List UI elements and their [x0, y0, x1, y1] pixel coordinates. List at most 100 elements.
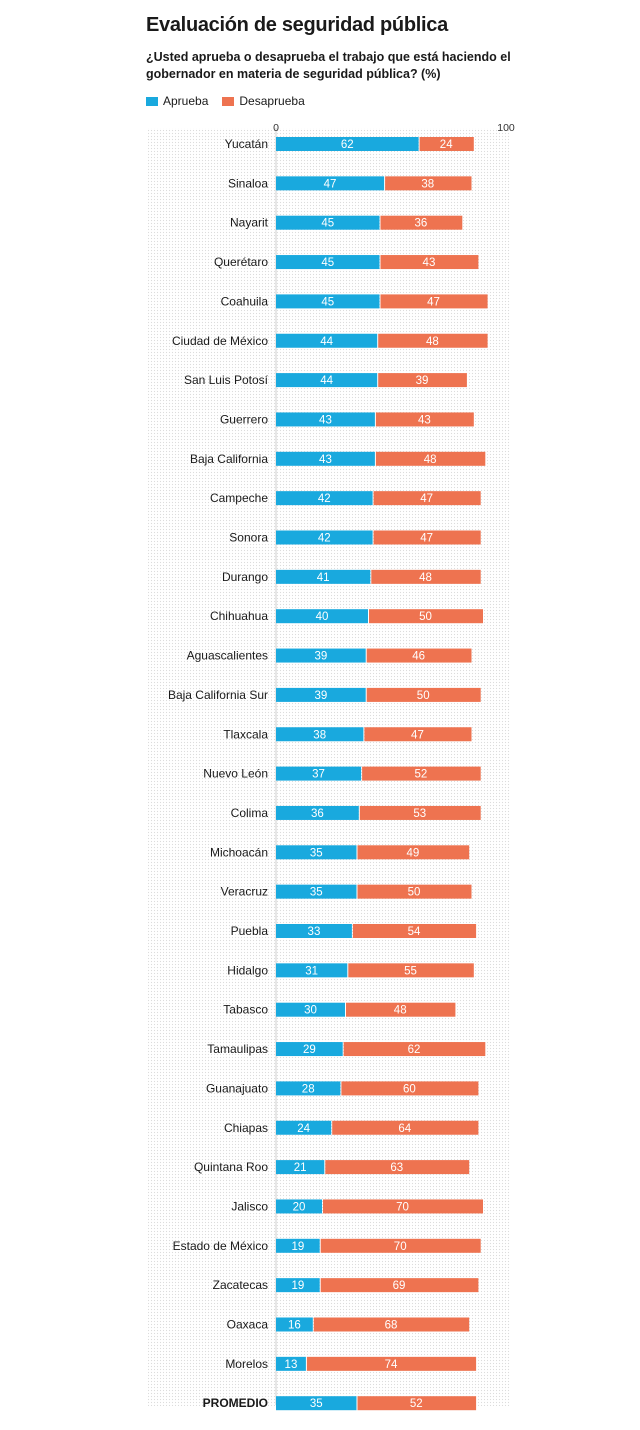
bar-desaprueba	[380, 294, 488, 309]
bar-desaprueba	[373, 491, 481, 506]
category-label: Querétaro	[214, 255, 268, 269]
value-label-desaprueba: 24	[440, 139, 453, 151]
chart-subtitle: ¿Usted aprueba o desaprueba el trabajo q…	[146, 50, 511, 81]
value-label-aprueba: 35	[310, 1398, 323, 1410]
bar-desaprueba	[348, 963, 474, 978]
legend-item-desaprueba: Desaprueba	[222, 94, 305, 108]
value-label-aprueba: 36	[311, 808, 324, 820]
category-label: Guerrero	[220, 412, 268, 426]
value-label-desaprueba: 68	[385, 1320, 398, 1332]
bar-row-baja-california-sur: Baja California Sur 39 50	[168, 687, 481, 702]
value-label-desaprueba: 64	[398, 1123, 411, 1135]
bar-desaprueba	[366, 648, 472, 663]
value-label-desaprueba: 52	[415, 769, 428, 781]
value-label-aprueba: 35	[310, 847, 323, 859]
bar-desaprueba	[325, 1160, 470, 1175]
value-label-aprueba: 13	[285, 1359, 298, 1371]
bar-desaprueba	[306, 1356, 477, 1371]
value-label-desaprueba: 70	[396, 1201, 409, 1213]
bar-aprueba	[276, 924, 352, 938]
bar-aprueba	[276, 1002, 345, 1017]
value-label-desaprueba: 52	[410, 1398, 423, 1410]
bar-aprueba	[276, 963, 348, 978]
category-label: Puebla	[231, 924, 269, 938]
category-label: Sinaloa	[228, 176, 268, 190]
category-label: Quintana Roo	[194, 1160, 268, 1174]
category-label: Sonora	[229, 531, 268, 545]
bar-aprueba	[276, 1317, 313, 1332]
value-label-aprueba: 44	[320, 336, 333, 348]
value-label-desaprueba: 70	[394, 1241, 407, 1253]
category-label: Chiapas	[224, 1121, 268, 1135]
value-label-aprueba: 45	[321, 218, 334, 230]
bar-desaprueba	[378, 373, 467, 388]
value-label-aprueba: 40	[316, 611, 329, 623]
value-label-aprueba: 43	[319, 454, 332, 466]
value-label-desaprueba: 48	[419, 572, 432, 584]
bar-desaprueba	[320, 1238, 481, 1253]
value-label-aprueba: 38	[313, 729, 326, 741]
category-label: Baja California	[190, 452, 268, 466]
bar-desaprueba	[320, 1278, 479, 1293]
bar-aprueba	[276, 1081, 341, 1096]
bar-aprueba	[276, 451, 375, 466]
bar-desaprueba	[366, 687, 481, 702]
category-label: Nuevo León	[203, 767, 268, 781]
bar-row-yucatan: Yucatán 62 24	[225, 137, 474, 151]
bar-row-tabasco: Tabasco 30 48	[223, 1002, 456, 1017]
legend-swatch-aprueba	[146, 96, 158, 106]
category-label: Chihuahua	[210, 609, 268, 623]
category-label: Estado de México	[173, 1239, 269, 1253]
value-label-desaprueba: 50	[417, 690, 430, 702]
bar-row-chiapas: Chiapas 24 64	[224, 1120, 479, 1135]
value-label-aprueba: 19	[291, 1280, 304, 1292]
bar-aprueba	[276, 491, 373, 506]
value-label-desaprueba: 47	[427, 296, 440, 308]
bar-row-aguascalientes: Aguascalientes 39 46	[187, 648, 472, 663]
category-label: Morelos	[225, 1357, 268, 1371]
bar-aprueba	[276, 1356, 306, 1371]
bar-desaprueba	[341, 1081, 479, 1096]
value-label-aprueba: 16	[288, 1320, 301, 1332]
bar-row-durango: Durango 41 48	[222, 569, 481, 584]
bar-aprueba	[276, 176, 385, 191]
category-label: Coahuila	[221, 294, 269, 308]
value-label-aprueba: 21	[294, 1162, 307, 1174]
bar-aprueba	[276, 1199, 322, 1214]
legend-swatch-desaprueba	[222, 96, 235, 106]
x-tick-label: 100	[497, 122, 515, 134]
bar-aprueba	[276, 294, 380, 309]
value-label-desaprueba: 48	[426, 336, 439, 348]
bar-aprueba	[276, 530, 373, 545]
bar-row-sonora: Sonora 42 47	[229, 530, 481, 545]
bar-aprueba	[276, 137, 419, 151]
bar-aprueba	[276, 255, 380, 270]
bar-desaprueba	[373, 530, 481, 545]
bar-row-puebla: Puebla 33 54	[231, 924, 477, 938]
legend-item-aprueba: Aprueba	[146, 94, 208, 108]
bar-row-tamaulipas: Tamaulipas 29 62	[207, 1042, 486, 1057]
value-label-aprueba: 24	[297, 1123, 310, 1135]
chart-title: Evaluación de seguridad pública	[146, 14, 448, 36]
bar-desaprueba	[357, 845, 470, 860]
bar-row-coahuila: Coahuila 45 47	[221, 294, 488, 309]
value-label-desaprueba: 60	[403, 1083, 416, 1095]
bar-aprueba	[276, 609, 368, 624]
value-label-aprueba: 43	[319, 414, 332, 426]
bar-row-veracruz: Veracruz 35 50	[221, 884, 472, 899]
bar-row-chihuahua: Chihuahua 40 50	[210, 609, 483, 624]
bar-row-promedio: PROMEDIO 35 52	[203, 1396, 477, 1411]
bar-aprueba	[276, 215, 380, 230]
bar-aprueba	[276, 1238, 320, 1253]
value-label-aprueba: 37	[312, 769, 325, 781]
value-label-desaprueba: 39	[416, 375, 429, 387]
value-label-desaprueba: 46	[412, 651, 425, 663]
bar-row-estado-de-mexico: Estado de México 19 70	[173, 1238, 481, 1253]
value-label-desaprueba: 53	[413, 808, 426, 820]
bar-aprueba	[276, 884, 357, 899]
value-label-aprueba: 28	[302, 1083, 315, 1095]
value-label-aprueba: 45	[321, 257, 334, 269]
bar-desaprueba	[378, 333, 488, 348]
category-label: Tamaulipas	[207, 1042, 268, 1056]
